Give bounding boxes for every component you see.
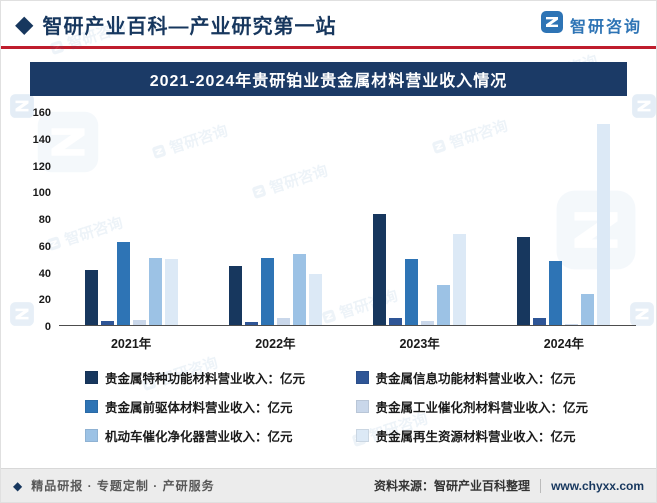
- bar-chart: 0 20 40 60 80 100 120 140 160 2021年 2022年 2023年 202…: [23, 107, 638, 352]
- diamond-logo-icon: ◆: [15, 10, 34, 38]
- legend-item: 贵金属信息功能材料营业收入：亿元: [355, 368, 627, 387]
- bar: [308, 274, 322, 325]
- legend-label: 贵金属工业催化剂材料营业收入：亿元: [375, 401, 589, 415]
- legend-item: 贵金属再生资源材料营业收入：亿元: [355, 426, 627, 445]
- x-axis-label: 2021年: [110, 337, 152, 351]
- bar: [533, 318, 547, 325]
- legend-swatch-icon: [355, 400, 369, 413]
- plot-area: [59, 112, 636, 326]
- bar: [389, 318, 403, 325]
- bar: [597, 124, 611, 325]
- bar: [228, 266, 242, 325]
- bar: [164, 259, 178, 325]
- brand-name: 智研咨询: [569, 18, 642, 36]
- legend-label: 机动车催化净化器营业收入：亿元: [105, 430, 293, 444]
- legend-label: 贵金属信息功能材料营业收入：亿元: [375, 372, 576, 386]
- legend-swatch-icon: [85, 400, 98, 413]
- chart-title: 2021-2024年贵研铂业贵金属材料营业收入情况: [149, 73, 508, 90]
- bar: [260, 258, 274, 325]
- header-left: ◆ 智研产业百科—产业研究第一站: [15, 10, 336, 39]
- y-tick-label: 100: [32, 187, 51, 200]
- legend: 贵金属特种功能材料营业收入：亿元 贵金属信息功能材料营业收入：亿元贵金属前驱体材料…: [85, 368, 626, 445]
- y-tick-label: 0: [44, 321, 51, 333]
- legend-item: 机动车催化净化器营业收入：亿元: [85, 426, 356, 445]
- brand: 智研咨询: [540, 10, 642, 39]
- y-tick-label: 80: [38, 214, 51, 226]
- bar-group-2024年: [492, 124, 636, 325]
- bar: [549, 260, 563, 325]
- footer-source: 资料来源：智研产业百科整理 www.chyxx.com: [374, 477, 644, 494]
- legend-label: 贵金属特种功能材料营业收入：亿元: [105, 372, 306, 386]
- zhiyan-logo-icon: [540, 10, 564, 39]
- bar: [517, 236, 531, 325]
- bar-group-2023年: [348, 214, 492, 325]
- site-title: 智研产业百科—产业研究第一站: [42, 16, 337, 38]
- x-axis-label: 2023年: [399, 337, 440, 351]
- legend-swatch-icon: [355, 371, 369, 384]
- legend-item: 贵金属前驱体材料营业收入：亿元: [85, 397, 356, 416]
- legend-swatch-icon: [85, 371, 98, 384]
- header-rule: [1, 46, 656, 49]
- bar: [437, 284, 451, 325]
- footer-divider: [540, 478, 542, 493]
- bar: [581, 294, 595, 325]
- bar: [405, 259, 419, 325]
- bar: [292, 254, 306, 325]
- y-tick-label: 160: [32, 107, 51, 119]
- bar: [276, 318, 290, 325]
- bar: [244, 322, 258, 325]
- header: ◆ 智研产业百科—产业研究第一站 智研咨询: [1, 1, 656, 46]
- y-tick-label: 40: [38, 267, 51, 280]
- legend-swatch-icon: [85, 429, 98, 442]
- y-tick-label: 60: [38, 240, 51, 253]
- bar: [84, 270, 98, 325]
- legend-swatch-icon: [355, 429, 369, 442]
- source-text: 资料来源：智研产业百科整理: [374, 479, 531, 493]
- footer: ◆ 精品研报 · 专题定制 · 产研服务 资料来源：智研产业百科整理 www.c…: [1, 468, 656, 502]
- bar-group-2022年: [203, 254, 347, 325]
- x-axis-labels: 2021年 2022年 2023年 2024年: [59, 333, 636, 352]
- chart-title-bar: 2021-2024年贵研铂业贵金属材料营业收入情况: [30, 62, 627, 96]
- legend-label: 贵金属前驱体材料营业收入：亿元: [105, 401, 293, 415]
- legend-item: 贵金属工业催化剂材料营业收入：亿元: [355, 397, 627, 416]
- x-axis-label: 2022年: [255, 337, 296, 351]
- bar: [116, 242, 130, 325]
- website-link[interactable]: www.chyxx.com: [551, 478, 644, 493]
- footer-services-text: 精品研报 · 专题定制 · 产研服务: [31, 479, 215, 493]
- bar-group-2021年: [59, 242, 203, 325]
- x-axis-label: 2024年: [543, 337, 585, 351]
- bar: [421, 321, 435, 325]
- bar: [565, 323, 579, 325]
- footer-services: ◆ 精品研报 · 专题定制 · 产研服务: [13, 477, 215, 494]
- legend-item: 贵金属特种功能材料营业收入：亿元: [85, 368, 356, 387]
- y-tick-label: 20: [38, 294, 51, 307]
- y-tick-label: 120: [32, 160, 51, 173]
- bar: [373, 214, 387, 325]
- bar: [100, 321, 114, 325]
- legend-label: 贵金属再生资源材料营业收入：亿元: [375, 430, 576, 444]
- y-tick-label: 140: [32, 133, 51, 146]
- diamond-icon: ◆: [13, 478, 24, 493]
- bar: [453, 234, 467, 325]
- bar: [148, 258, 162, 325]
- bar: [132, 319, 146, 325]
